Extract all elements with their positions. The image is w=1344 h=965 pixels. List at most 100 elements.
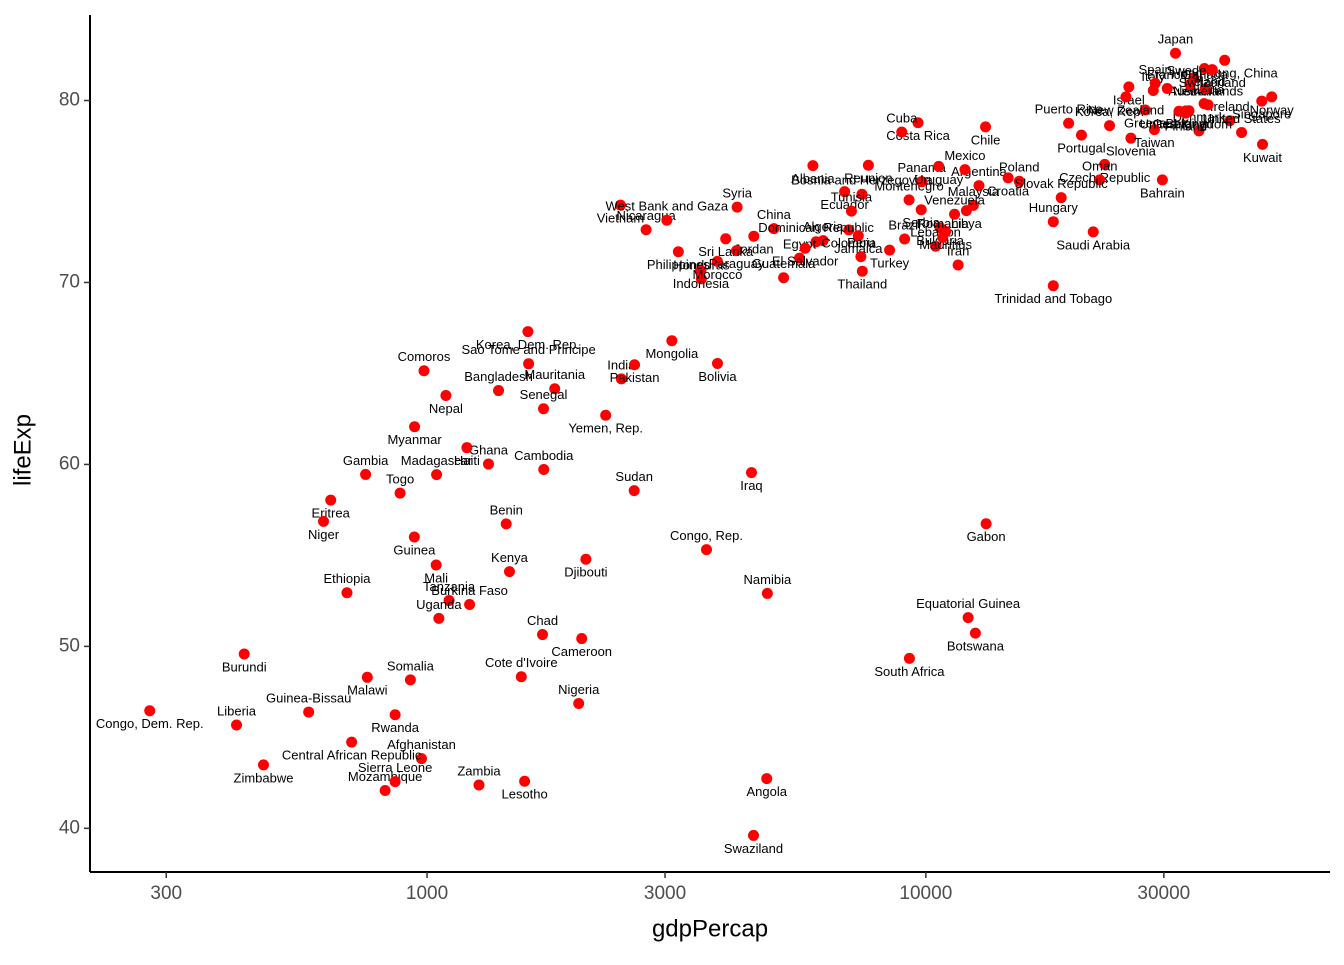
y-tick-label: 80 xyxy=(59,90,80,111)
point xyxy=(515,671,527,683)
point xyxy=(731,201,743,213)
point-label: Cambodia xyxy=(514,448,574,463)
point-label: Malawi xyxy=(347,683,388,698)
point xyxy=(980,518,992,530)
point-label: Serbia xyxy=(902,215,940,230)
point xyxy=(856,265,868,277)
point xyxy=(537,629,549,641)
point xyxy=(573,698,585,710)
point xyxy=(778,272,790,284)
point-label: Angola xyxy=(746,784,787,799)
point xyxy=(731,245,743,257)
point-label: Burkina Faso xyxy=(431,583,508,598)
point xyxy=(1202,99,1214,111)
point-label: Puerto Rico xyxy=(1035,102,1103,117)
point xyxy=(855,251,867,263)
y-tick-label: 50 xyxy=(59,635,80,656)
point xyxy=(538,464,550,476)
point xyxy=(903,194,915,206)
point xyxy=(503,566,515,578)
point xyxy=(341,587,353,599)
point-label: Swaziland xyxy=(724,841,783,856)
point xyxy=(379,784,391,796)
point-label: Slovenia xyxy=(1106,144,1157,159)
point xyxy=(1047,280,1059,292)
point xyxy=(747,829,759,841)
point xyxy=(967,199,979,211)
point xyxy=(238,648,250,660)
point-label: Hungary xyxy=(1029,200,1079,215)
point xyxy=(701,544,713,556)
point xyxy=(884,244,896,256)
point-label: Sweden xyxy=(1167,63,1214,78)
point xyxy=(1149,77,1161,89)
point-label: Djibouti xyxy=(564,565,607,580)
point xyxy=(839,186,851,198)
point-label: Oman xyxy=(1082,158,1117,173)
point-label: Jordan xyxy=(734,242,774,257)
point-label: Benin xyxy=(490,502,523,517)
point-label: Myanmar xyxy=(387,432,442,447)
point xyxy=(360,468,372,480)
point-label: Rwanda xyxy=(371,720,419,735)
point xyxy=(615,373,627,385)
point-label: New Zealand xyxy=(1088,102,1165,117)
point xyxy=(640,224,652,236)
point-label: Chile xyxy=(971,132,1001,147)
point-label: Nigeria xyxy=(558,682,600,697)
point-label: Korea, Dem. Rep. xyxy=(476,337,580,352)
point-label: Korea, Rep. xyxy=(1075,104,1144,119)
point-label: Niger xyxy=(308,527,340,542)
point xyxy=(748,230,760,242)
point xyxy=(629,359,641,371)
point-label: Malaysia xyxy=(948,184,1000,199)
point-label: China xyxy=(757,207,792,222)
point-label: South Africa xyxy=(874,664,945,679)
point xyxy=(916,176,928,188)
point xyxy=(1002,172,1014,184)
point xyxy=(695,273,707,285)
point-label: Guinea xyxy=(393,542,436,557)
point-label: Libya xyxy=(951,216,983,231)
point xyxy=(408,531,420,543)
point xyxy=(1219,54,1231,66)
x-axis-title: gdpPercap xyxy=(652,915,768,942)
point xyxy=(346,736,358,748)
point-label: Kuwait xyxy=(1243,150,1282,165)
point xyxy=(1055,192,1067,204)
point-label: Spain xyxy=(1139,62,1172,77)
point-label: Togo xyxy=(386,472,414,487)
point xyxy=(580,553,592,565)
point xyxy=(1120,91,1132,103)
point xyxy=(896,126,908,138)
point-label: Lesotho xyxy=(501,787,547,802)
point xyxy=(1236,127,1248,139)
point xyxy=(843,224,855,236)
point-label: Sri Lanka xyxy=(698,244,754,259)
point xyxy=(473,779,485,791)
point xyxy=(810,236,822,248)
point-label: Peru xyxy=(847,235,874,250)
point xyxy=(144,705,156,717)
y-tick-label: 70 xyxy=(59,271,80,292)
point xyxy=(404,674,416,686)
point-label: Algeria xyxy=(803,219,844,234)
point xyxy=(1169,47,1181,59)
point xyxy=(1184,79,1196,91)
point xyxy=(523,358,535,370)
point-label: Mauritania xyxy=(524,367,585,382)
point xyxy=(431,469,443,481)
point xyxy=(440,389,452,401)
point-label: Senegal xyxy=(520,387,568,402)
point-label: Turkey xyxy=(870,256,910,271)
point xyxy=(695,265,707,277)
point xyxy=(1139,104,1151,116)
point xyxy=(493,385,505,397)
point xyxy=(807,160,819,172)
point xyxy=(519,775,531,787)
point xyxy=(933,160,945,172)
point-label: Croatia xyxy=(987,183,1030,198)
point-label: Bahrain xyxy=(1140,185,1185,200)
point xyxy=(1257,138,1269,150)
